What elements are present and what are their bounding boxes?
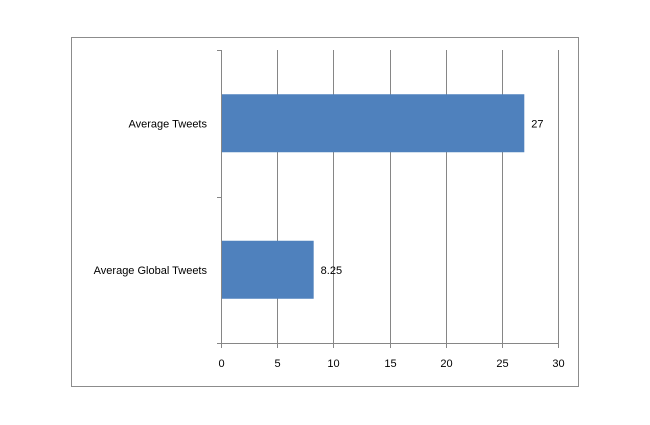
data-label-1: 8.25	[321, 265, 342, 277]
x-tick-label-5: 5	[274, 358, 280, 370]
x-tick-label-0: 0	[218, 358, 224, 370]
x-tick-label-30: 30	[552, 358, 564, 370]
x-tick-label-20: 20	[440, 358, 452, 370]
bar-0	[221, 94, 525, 153]
category-label-0: Average Tweets	[129, 118, 208, 130]
x-tick-label-25: 25	[496, 358, 508, 370]
x-tick-label-15: 15	[384, 358, 396, 370]
data-label-0: 27	[531, 118, 543, 130]
bar-1	[221, 240, 314, 299]
category-label-1: Average Global Tweets	[94, 265, 208, 277]
x-tick-label-10: 10	[327, 358, 339, 370]
